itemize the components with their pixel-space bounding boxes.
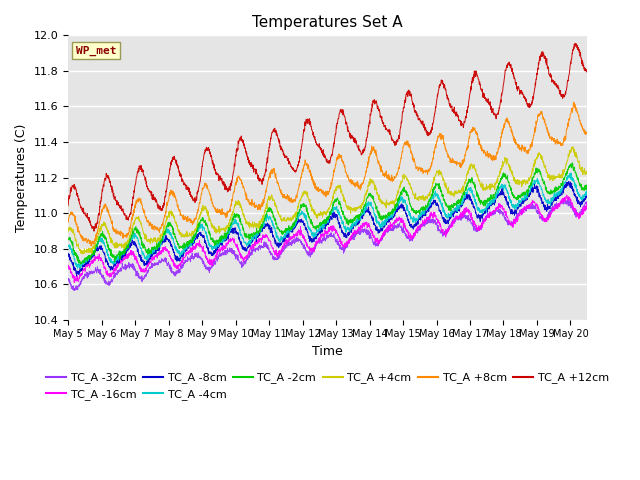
Title: Temperatures Set A: Temperatures Set A — [252, 15, 403, 30]
Text: WP_met: WP_met — [76, 45, 116, 56]
Legend: TC_A -32cm, TC_A -16cm, TC_A -8cm, TC_A -4cm, TC_A -2cm, TC_A +4cm, TC_A +8cm, T: TC_A -32cm, TC_A -16cm, TC_A -8cm, TC_A … — [42, 368, 613, 404]
X-axis label: Time: Time — [312, 345, 343, 358]
Y-axis label: Temperatures (C): Temperatures (C) — [15, 123, 28, 232]
